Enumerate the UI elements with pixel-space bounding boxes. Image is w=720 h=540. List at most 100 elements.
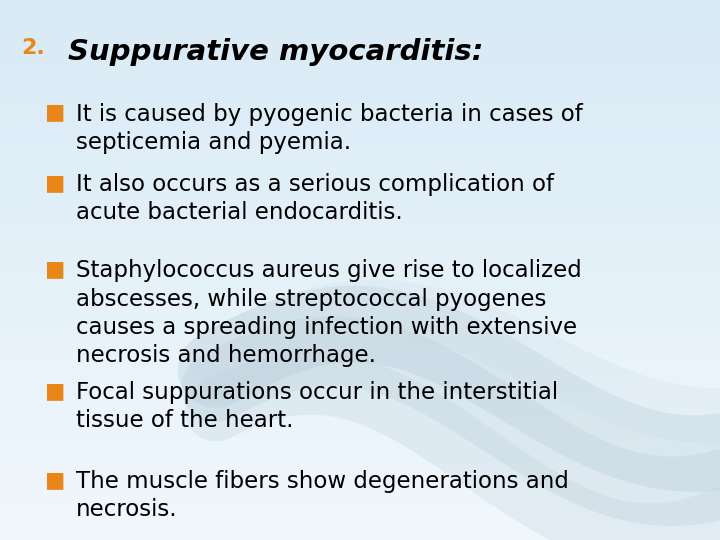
Bar	[0, 495, 720, 497]
Bar	[0, 9, 720, 11]
Bar	[0, 194, 720, 196]
Bar	[0, 211, 720, 212]
Bar	[0, 180, 720, 182]
Bar	[0, 191, 720, 193]
Bar	[0, 470, 720, 471]
Bar	[0, 200, 720, 201]
Bar	[0, 142, 720, 144]
Bar	[0, 417, 720, 420]
Bar	[0, 177, 720, 178]
Bar	[0, 173, 720, 174]
Bar	[0, 101, 720, 103]
Bar	[0, 25, 720, 27]
Bar	[0, 290, 720, 292]
Bar	[0, 201, 720, 204]
Bar	[0, 508, 720, 509]
Bar	[0, 56, 720, 58]
Bar	[0, 275, 720, 277]
Bar	[0, 351, 720, 353]
Bar	[0, 383, 720, 385]
Bar	[0, 238, 720, 239]
Bar	[0, 227, 720, 228]
Bar	[0, 259, 720, 261]
Bar	[0, 83, 720, 85]
Bar	[0, 529, 720, 531]
Bar	[0, 232, 720, 234]
Bar	[0, 468, 720, 470]
Bar	[0, 153, 720, 155]
Bar	[0, 81, 720, 83]
Bar	[0, 339, 720, 340]
Bar	[0, 363, 720, 366]
Bar	[0, 90, 720, 92]
Bar	[0, 189, 720, 191]
Bar	[0, 484, 720, 486]
Bar	[0, 15, 720, 16]
Bar	[0, 42, 720, 43]
Bar	[0, 522, 720, 524]
Bar	[0, 38, 720, 39]
Bar	[0, 463, 720, 464]
Bar	[0, 234, 720, 236]
Bar	[0, 374, 720, 376]
Bar	[0, 216, 720, 218]
Bar	[0, 31, 720, 32]
Bar	[0, 12, 720, 15]
Bar	[0, 346, 720, 347]
Bar	[0, 7, 720, 9]
Bar	[0, 389, 720, 390]
Bar	[0, 49, 720, 50]
Bar	[0, 47, 720, 49]
Bar	[0, 502, 720, 504]
Bar	[0, 432, 720, 434]
Bar	[0, 373, 720, 374]
Bar	[0, 309, 720, 312]
Bar	[0, 220, 720, 221]
Bar	[0, 282, 720, 285]
Bar	[0, 335, 720, 336]
Bar	[0, 131, 720, 133]
Text: ■: ■	[44, 103, 64, 123]
Bar	[0, 482, 720, 484]
Bar	[0, 394, 720, 396]
Bar	[0, 531, 720, 533]
Bar	[0, 390, 720, 393]
Bar	[0, 477, 720, 479]
Bar	[0, 533, 720, 535]
Bar	[0, 150, 720, 151]
Bar	[0, 174, 720, 177]
Bar	[0, 86, 720, 88]
Bar	[0, 293, 720, 295]
Text: It also occurs as a serious complication of
acute bacterial endocarditis.: It also occurs as a serious complication…	[76, 173, 554, 224]
Bar	[0, 187, 720, 189]
Bar	[0, 501, 720, 502]
Bar	[0, 5, 720, 7]
Bar	[0, 461, 720, 463]
Bar	[0, 117, 720, 119]
Bar	[0, 448, 720, 450]
Bar	[0, 221, 720, 223]
Bar	[0, 214, 720, 216]
Bar	[0, 430, 720, 432]
Bar	[0, 274, 720, 275]
Bar	[0, 97, 720, 99]
Bar	[0, 491, 720, 493]
Bar	[0, 110, 720, 112]
Bar	[0, 286, 720, 288]
Bar	[0, 315, 720, 317]
Bar	[0, 285, 720, 286]
Bar	[0, 410, 720, 412]
Bar	[0, 103, 720, 104]
Bar	[0, 164, 720, 166]
Bar	[0, 23, 720, 25]
Bar	[0, 421, 720, 423]
Bar	[0, 443, 720, 444]
Bar	[0, 344, 720, 346]
Text: ■: ■	[44, 259, 64, 279]
Bar	[0, 457, 720, 459]
Bar	[0, 254, 720, 255]
Bar	[0, 252, 720, 254]
Bar	[0, 317, 720, 319]
Bar	[0, 428, 720, 430]
Bar	[0, 16, 720, 18]
